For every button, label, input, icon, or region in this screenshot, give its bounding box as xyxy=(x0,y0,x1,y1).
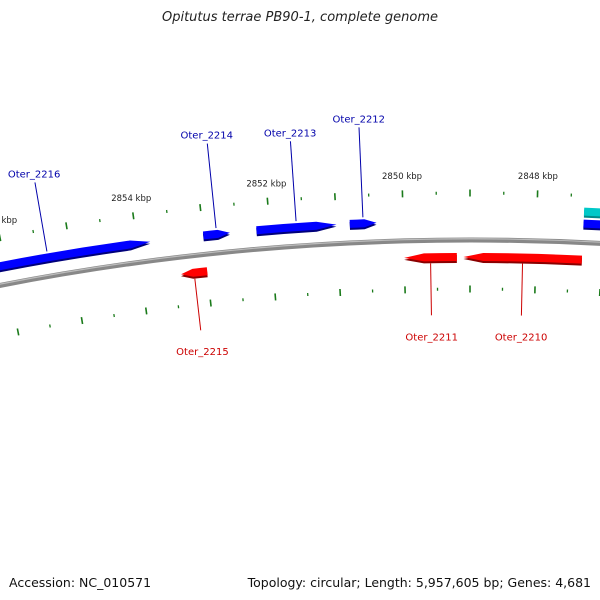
scale-tick xyxy=(209,299,212,307)
gene-arrow[interactable] xyxy=(181,267,208,277)
gene-arrow[interactable] xyxy=(583,207,600,228)
gene-leader-line xyxy=(34,182,48,252)
scale-tick xyxy=(32,229,35,234)
scale-tick xyxy=(199,204,202,212)
gene-leader-line xyxy=(194,278,202,331)
outer-tick-track xyxy=(0,189,573,242)
gene-label[interactable]: Oter_2213 xyxy=(264,128,317,139)
gene-track xyxy=(0,207,600,281)
scale-tick xyxy=(266,197,269,205)
gene-leader-line xyxy=(289,141,297,222)
gene-arrow[interactable] xyxy=(256,221,337,235)
scale-tick xyxy=(0,234,2,242)
kbp-scale-labels: 2856 kbp 2854 kbp 2852 kbp 2850 kbp 2848 kbp… xyxy=(0,172,558,226)
gene-leader-line xyxy=(358,127,364,218)
scale-tick xyxy=(49,324,51,328)
gene-arrow[interactable] xyxy=(349,219,377,228)
gene-labels: Oter_2216 Oter_2214 Oter_2213 Oter_2212 Oter… xyxy=(8,114,548,358)
gene-leader-line xyxy=(430,263,432,316)
gene-label[interactable]: Oter_2215 xyxy=(176,347,229,358)
gene-label-leaders xyxy=(34,127,524,331)
gene-leader-line xyxy=(520,263,524,316)
scale-tick xyxy=(16,328,20,336)
kbp-label: 2850 kbp xyxy=(382,172,422,182)
gene-arrow[interactable] xyxy=(0,240,151,281)
kbp-label: 2848 kbp xyxy=(518,172,558,182)
gene-label[interactable]: Oter_2210 xyxy=(495,333,548,344)
genome-backbone xyxy=(0,237,600,289)
gene-leader-line xyxy=(206,143,217,229)
genome-summary-text: Topology: circular; Length: 5,957,605 bp… xyxy=(247,575,591,590)
scale-tick xyxy=(80,316,84,325)
gene-arrow[interactable] xyxy=(583,219,600,240)
scale-tick xyxy=(274,293,277,301)
kbp-label: 2852 kbp xyxy=(246,179,286,189)
kbp-label: 2856 kbp xyxy=(0,216,17,226)
gene-arrow[interactable] xyxy=(463,253,583,264)
gene-label[interactable]: Oter_2214 xyxy=(181,131,234,142)
gene-label[interactable]: Oter_2211 xyxy=(405,332,458,343)
accession-text: Accession: NC_010571 xyxy=(9,575,152,590)
gene-arrow[interactable] xyxy=(404,253,457,262)
gene-label[interactable]: Oter_2212 xyxy=(333,114,386,125)
gene-label[interactable]: Oter_2216 xyxy=(8,170,61,181)
scale-tick xyxy=(65,222,68,230)
map-title: Opitutus terrae PB90-1, complete genome xyxy=(161,10,439,25)
scale-tick xyxy=(144,307,148,315)
scale-tick xyxy=(132,212,135,220)
kbp-label: 2854 kbp xyxy=(111,194,151,204)
gene-arrow[interactable] xyxy=(202,229,230,240)
